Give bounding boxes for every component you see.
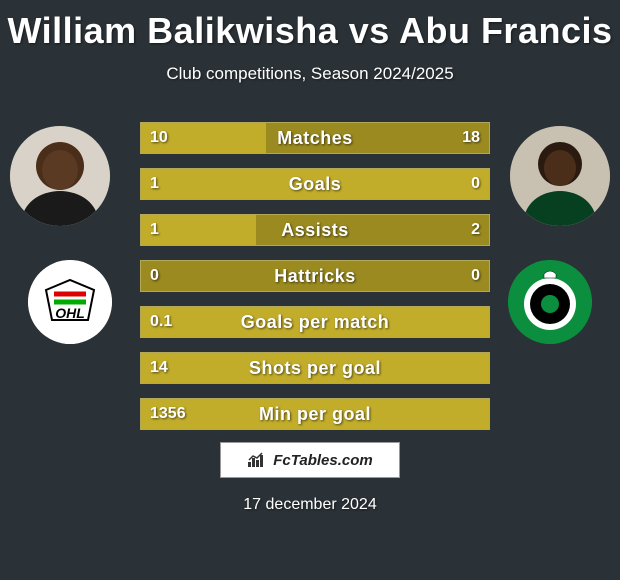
stat-row: Shots per goal14 [140,352,490,384]
person-icon [510,126,610,226]
stat-value-right: 18 [462,122,480,154]
stat-row: Min per goal1356 [140,398,490,430]
club-right-badge [508,260,592,344]
stat-row: Matches10 18 [140,122,490,154]
stat-value-right: 0 [471,260,480,292]
stat-row: Hattricks0 0 [140,260,490,292]
stat-value-right: 2 [471,214,480,246]
stat-value-left: 1 [150,214,159,246]
stat-value-left: 1356 [150,398,186,430]
player-left-avatar [10,126,110,226]
club-left-badge: OHL [28,260,112,344]
stat-value-left: 14 [150,352,168,384]
svg-text:OHL: OHL [55,305,85,321]
person-icon [10,126,110,226]
stat-label: Shots per goal [140,352,490,384]
stat-value-left: 0 [150,260,159,292]
stats-bars: Matches1018Goals10Assists12Hattricks00Go… [140,122,490,444]
stat-value-left: 0.1 [150,306,172,338]
subtitle: Club competitions, Season 2024/2025 [0,64,620,84]
club-badge-icon: OHL [28,260,112,344]
stat-label: Min per goal [140,398,490,430]
stat-row: Goals1 0 [140,168,490,200]
footer-brand-text: FcTables.com [273,452,372,469]
stat-label: Goals [140,168,490,200]
stat-label: Goals per match [140,306,490,338]
stat-label: Hattricks [140,260,490,292]
stat-value-left: 1 [150,168,159,200]
stat-row: Assists1 2 [140,214,490,246]
page-title: William Balikwisha vs Abu Francis [0,0,620,52]
footer-brand-badge: FcTables.com [220,442,400,478]
stat-row: Goals per match0.1 [140,306,490,338]
club-badge-icon [508,260,592,344]
chart-icon [247,452,267,468]
stat-value-left: 10 [150,122,168,154]
player-right-avatar [510,126,610,226]
stat-label: Assists [140,214,490,246]
date-text: 17 december 2024 [0,496,620,514]
stat-value-right: 0 [471,168,480,200]
stat-label: Matches [140,122,490,154]
